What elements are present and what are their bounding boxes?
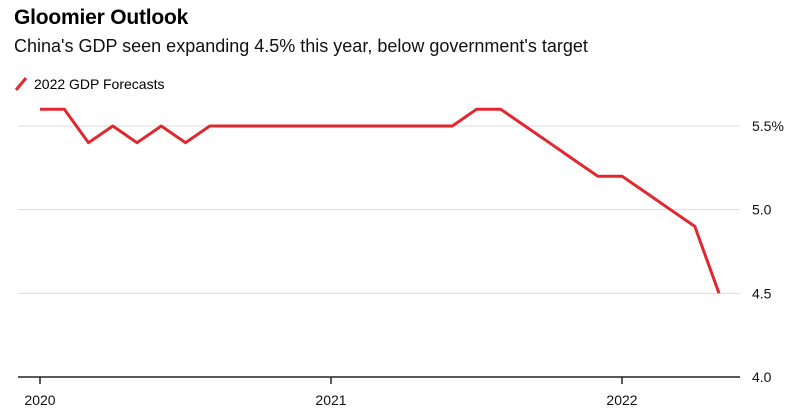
x-tick-label: 2020 [24, 392, 55, 408]
chart-subtitle: China's GDP seen expanding 4.5% this yea… [14, 36, 588, 56]
x-tick-label: 2021 [315, 392, 346, 408]
y-tick-label: 4.5 [752, 285, 772, 301]
legend: 2022 GDP Forecasts [14, 76, 164, 92]
series-line [40, 107, 721, 294]
legend-swatch [14, 77, 28, 91]
chart-title: Gloomier Outlook [14, 6, 189, 29]
legend-label: 2022 GDP Forecasts [34, 76, 165, 92]
y-tick-label: 5.0 [752, 202, 772, 218]
x-tick-label: 2022 [606, 392, 637, 408]
y-tick-label: 5.5% [752, 118, 784, 134]
y-tick-label: 4.0 [752, 369, 772, 385]
